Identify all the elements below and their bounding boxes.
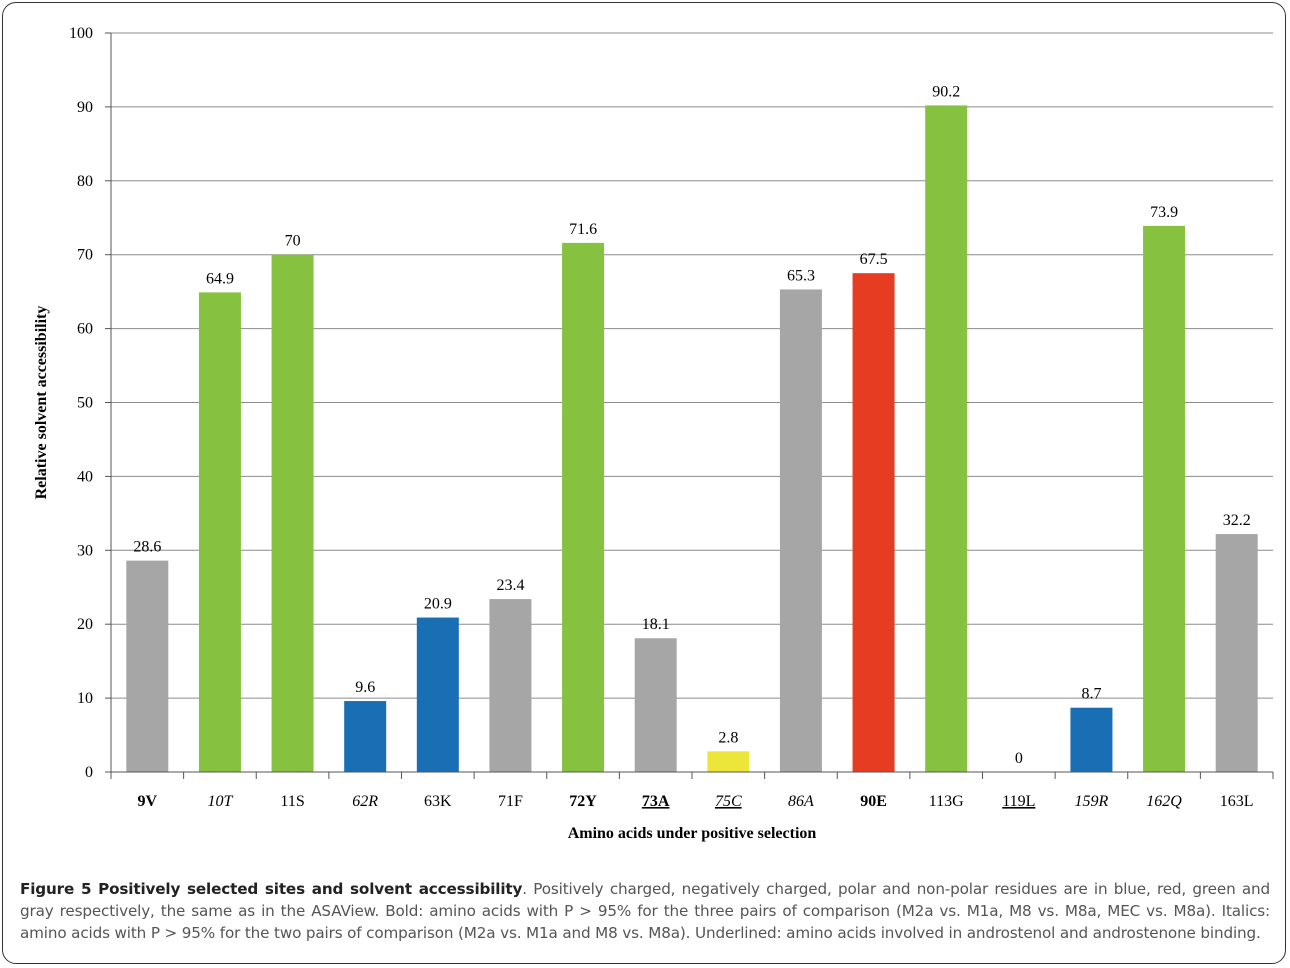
y-tick-label: 100 <box>69 25 93 42</box>
x-tick-label-9V: 9V <box>138 793 158 810</box>
y-tick-label: 30 <box>77 542 93 559</box>
x-tick-label-162Q: 162Q <box>1146 793 1182 810</box>
value-label-113G: 90.2 <box>932 83 960 100</box>
bar-75C <box>707 751 750 772</box>
x-tick-label-86A: 86A <box>788 793 814 810</box>
value-label-159R: 8.7 <box>1081 686 1101 703</box>
value-label-163L: 32.2 <box>1223 512 1251 529</box>
y-tick-label: 70 <box>77 247 93 264</box>
value-labels: 28.6 64.9 70 9.6 20.9 23.4 71.6 18.1 2.8 65.3 67.5… <box>133 83 1250 767</box>
x-tick-label-163L: 163L <box>1220 793 1254 810</box>
y-tick-label: 20 <box>77 616 93 633</box>
bar-162Q <box>1143 225 1186 772</box>
bar-72Y <box>562 242 605 773</box>
value-label-10T: 64.9 <box>206 270 234 287</box>
y-tick-label: 0 <box>85 764 93 781</box>
value-label-90E: 67.5 <box>860 251 888 268</box>
value-label-11S: 70 <box>285 233 301 250</box>
bar-10T <box>198 292 241 772</box>
figure-caption: Figure 5 Positively selected sites and s… <box>20 878 1270 944</box>
x-axis-label: Amino acids under positive selection <box>568 825 817 842</box>
x-tick-label-90E: 90E <box>860 793 887 810</box>
value-label-63K: 20.9 <box>424 596 452 613</box>
x-tick-label-73A: 73A <box>642 793 670 810</box>
x-tick-label-62R: 62R <box>352 793 378 810</box>
bar-113G <box>925 105 968 772</box>
x-tick-label-10T: 10T <box>207 793 233 810</box>
y-tick-label: 10 <box>77 690 93 707</box>
bar-9V <box>126 560 169 772</box>
bar-90E <box>852 273 895 772</box>
value-label-71F: 23.4 <box>496 577 524 594</box>
x-tick-label-113G: 113G <box>929 793 964 810</box>
y-tick-labels: 0 10 20 30 40 50 60 70 80 90 100 <box>69 25 111 781</box>
value-label-62R: 9.6 <box>355 679 375 696</box>
caption-text: . Positively charged, negatively charged… <box>20 880 1270 942</box>
value-label-119L: 0 <box>1015 750 1023 767</box>
bar-159R <box>1070 707 1113 772</box>
y-axis-label: Relative solvent accessibility <box>33 306 50 500</box>
bar-62R <box>344 701 387 772</box>
bar-chart: 0 10 20 30 40 50 60 70 80 90 100 28.6 64.9 70 9.6 20.9… <box>33 25 1274 842</box>
value-label-162Q: 73.9 <box>1150 204 1178 221</box>
caption-figure-label: Figure 5 Positively selected sites and s… <box>20 880 523 898</box>
bar-63K <box>416 617 459 772</box>
x-tick-label-159R: 159R <box>1075 793 1109 810</box>
y-tick-label: 60 <box>77 321 93 338</box>
y-tick-label: 90 <box>77 99 93 116</box>
value-label-75C: 2.8 <box>718 729 738 746</box>
x-tick-label-63K: 63K <box>424 793 452 810</box>
x-tick-label-71F: 71F <box>498 793 523 810</box>
x-tick-labels: 9V 10T 11S 62R 63K 71F 72Y 73A 75C 86A 90E 113G 119L… <box>110 772 1274 810</box>
value-label-9V: 28.6 <box>133 539 161 556</box>
y-tick-label: 40 <box>77 468 93 485</box>
bar-163L <box>1215 534 1258 772</box>
x-tick-label-119L: 119L <box>1002 793 1035 810</box>
y-tick-label: 50 <box>77 395 93 412</box>
bar-11S <box>271 254 314 772</box>
value-label-72Y: 71.6 <box>569 221 597 238</box>
bar-86A <box>779 289 822 772</box>
x-tick-label-11S: 11S <box>280 793 304 810</box>
x-tick-label-75C: 75C <box>715 793 742 810</box>
bar-71F <box>489 599 532 772</box>
value-label-86A: 65.3 <box>787 267 815 284</box>
x-tick-label-72Y: 72Y <box>569 793 597 810</box>
bars <box>126 105 1258 773</box>
y-tick-label: 80 <box>77 173 93 190</box>
bar-73A <box>634 638 677 772</box>
value-label-73A: 18.1 <box>642 616 670 633</box>
